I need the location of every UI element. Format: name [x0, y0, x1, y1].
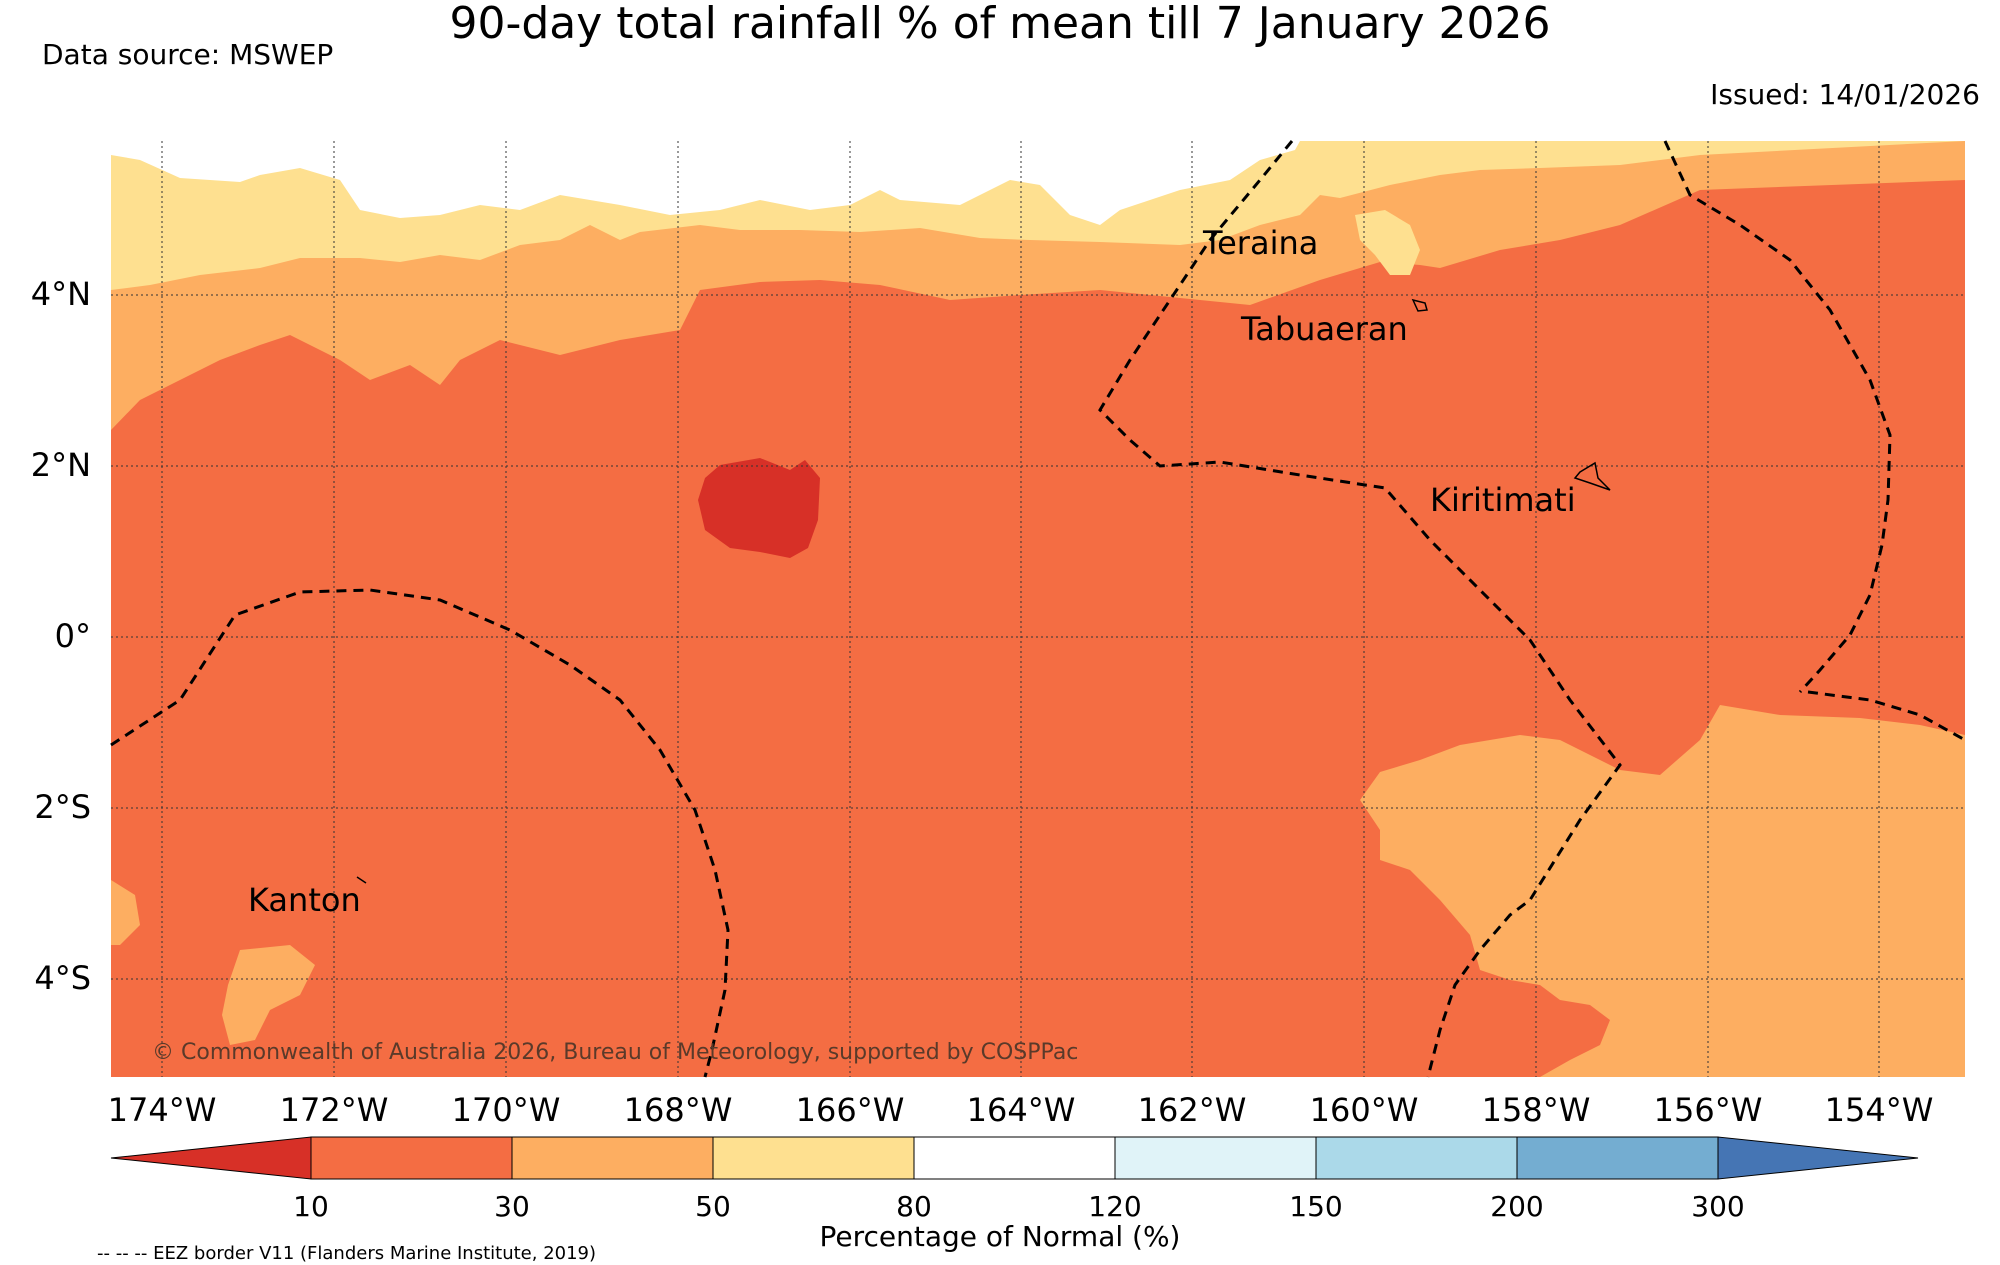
- colorbar-label: 30: [494, 1190, 530, 1223]
- lon-tick: 162°W: [1138, 1091, 1247, 1129]
- map-title: 90-day total rainfall % of mean till 7 J…: [449, 0, 1551, 49]
- lon-tick: 170°W: [452, 1091, 561, 1129]
- lat-tick: 2°N: [31, 446, 91, 484]
- copyright-note: © Commonwealth of Australia 2026, Bureau…: [152, 1040, 1078, 1065]
- colorbar-label: 120: [1088, 1190, 1142, 1223]
- kanton-island: [356, 876, 367, 884]
- zone-below-10: [698, 458, 820, 558]
- colorbar-label: 50: [695, 1190, 731, 1223]
- zone-80-120-north: [111, 141, 1300, 225]
- colorbar-segment: [712, 1136, 915, 1180]
- lon-tick: 164°W: [967, 1091, 1076, 1129]
- zone-30-50-southeast: [1360, 705, 1965, 1077]
- lat-tick: 4°N: [31, 275, 91, 313]
- label-kanton: Kanton: [248, 881, 361, 919]
- colorbar-label: 80: [896, 1190, 932, 1223]
- issued-date: Issued: 14/01/2026: [1710, 78, 1980, 111]
- colorbar-segment: [913, 1136, 1116, 1180]
- colorbar-segment: [1516, 1136, 1719, 1180]
- lon-tick: 168°W: [624, 1091, 733, 1129]
- colorbar-label: 300: [1691, 1190, 1745, 1223]
- colorbar-segment: [511, 1136, 714, 1180]
- label-tabuaeran: Tabuaeran: [1240, 310, 1408, 348]
- colorbar-label: 150: [1289, 1190, 1343, 1223]
- tabuaeran-island: [1411, 298, 1428, 312]
- rainfall-field: [111, 141, 1965, 1077]
- eez-borders: [110, 140, 1966, 1078]
- zone-50-80-tabuaeran: [1355, 210, 1420, 275]
- lat-tick: 2°S: [34, 788, 91, 826]
- lon-tick: 166°W: [796, 1091, 905, 1129]
- lon-tick: 174°W: [108, 1091, 217, 1129]
- zone-30-50-west-edge: [111, 880, 140, 945]
- colorbar-segment: [1315, 1136, 1518, 1180]
- graticule: [111, 141, 1965, 1077]
- zone-30-50-southwest: [222, 945, 315, 1045]
- lon-tick: 154°W: [1825, 1091, 1934, 1129]
- longitude-axis: 174°W 172°W 170°W 168°W 166°W 164°W 162°…: [108, 1091, 1934, 1129]
- latitude-axis: 4°N 2°N 0° 2°S 4°S: [31, 275, 91, 997]
- lon-tick: 172°W: [280, 1091, 389, 1129]
- colorbar-extend-high: [1717, 1136, 1919, 1180]
- lon-tick: 158°W: [1482, 1091, 1591, 1129]
- colorbar-label: 10: [293, 1190, 329, 1223]
- colorbar-title: Percentage of Normal (%): [819, 1220, 1181, 1253]
- label-teraina: Teraina: [1202, 224, 1318, 262]
- label-kiritimati: Kiritimati: [1430, 481, 1576, 519]
- colorbar: [110, 1136, 1919, 1180]
- colorbar-segment: [310, 1136, 513, 1180]
- island-outlines: [356, 298, 1611, 884]
- lat-tick: 4°S: [34, 959, 91, 997]
- kiritimati-island: [1573, 461, 1611, 491]
- eez-legend-note: -- -- -- EEZ border V11 (Flanders Marine…: [97, 1243, 597, 1264]
- colorbar-extend-low: [110, 1136, 312, 1180]
- data-source: Data source: MSWEP: [42, 38, 334, 71]
- lat-tick: 0°: [55, 617, 91, 655]
- lon-tick: 156°W: [1654, 1091, 1763, 1129]
- colorbar-segment: [1114, 1136, 1317, 1180]
- lon-tick: 160°W: [1310, 1091, 1419, 1129]
- colorbar-label: 200: [1490, 1190, 1544, 1223]
